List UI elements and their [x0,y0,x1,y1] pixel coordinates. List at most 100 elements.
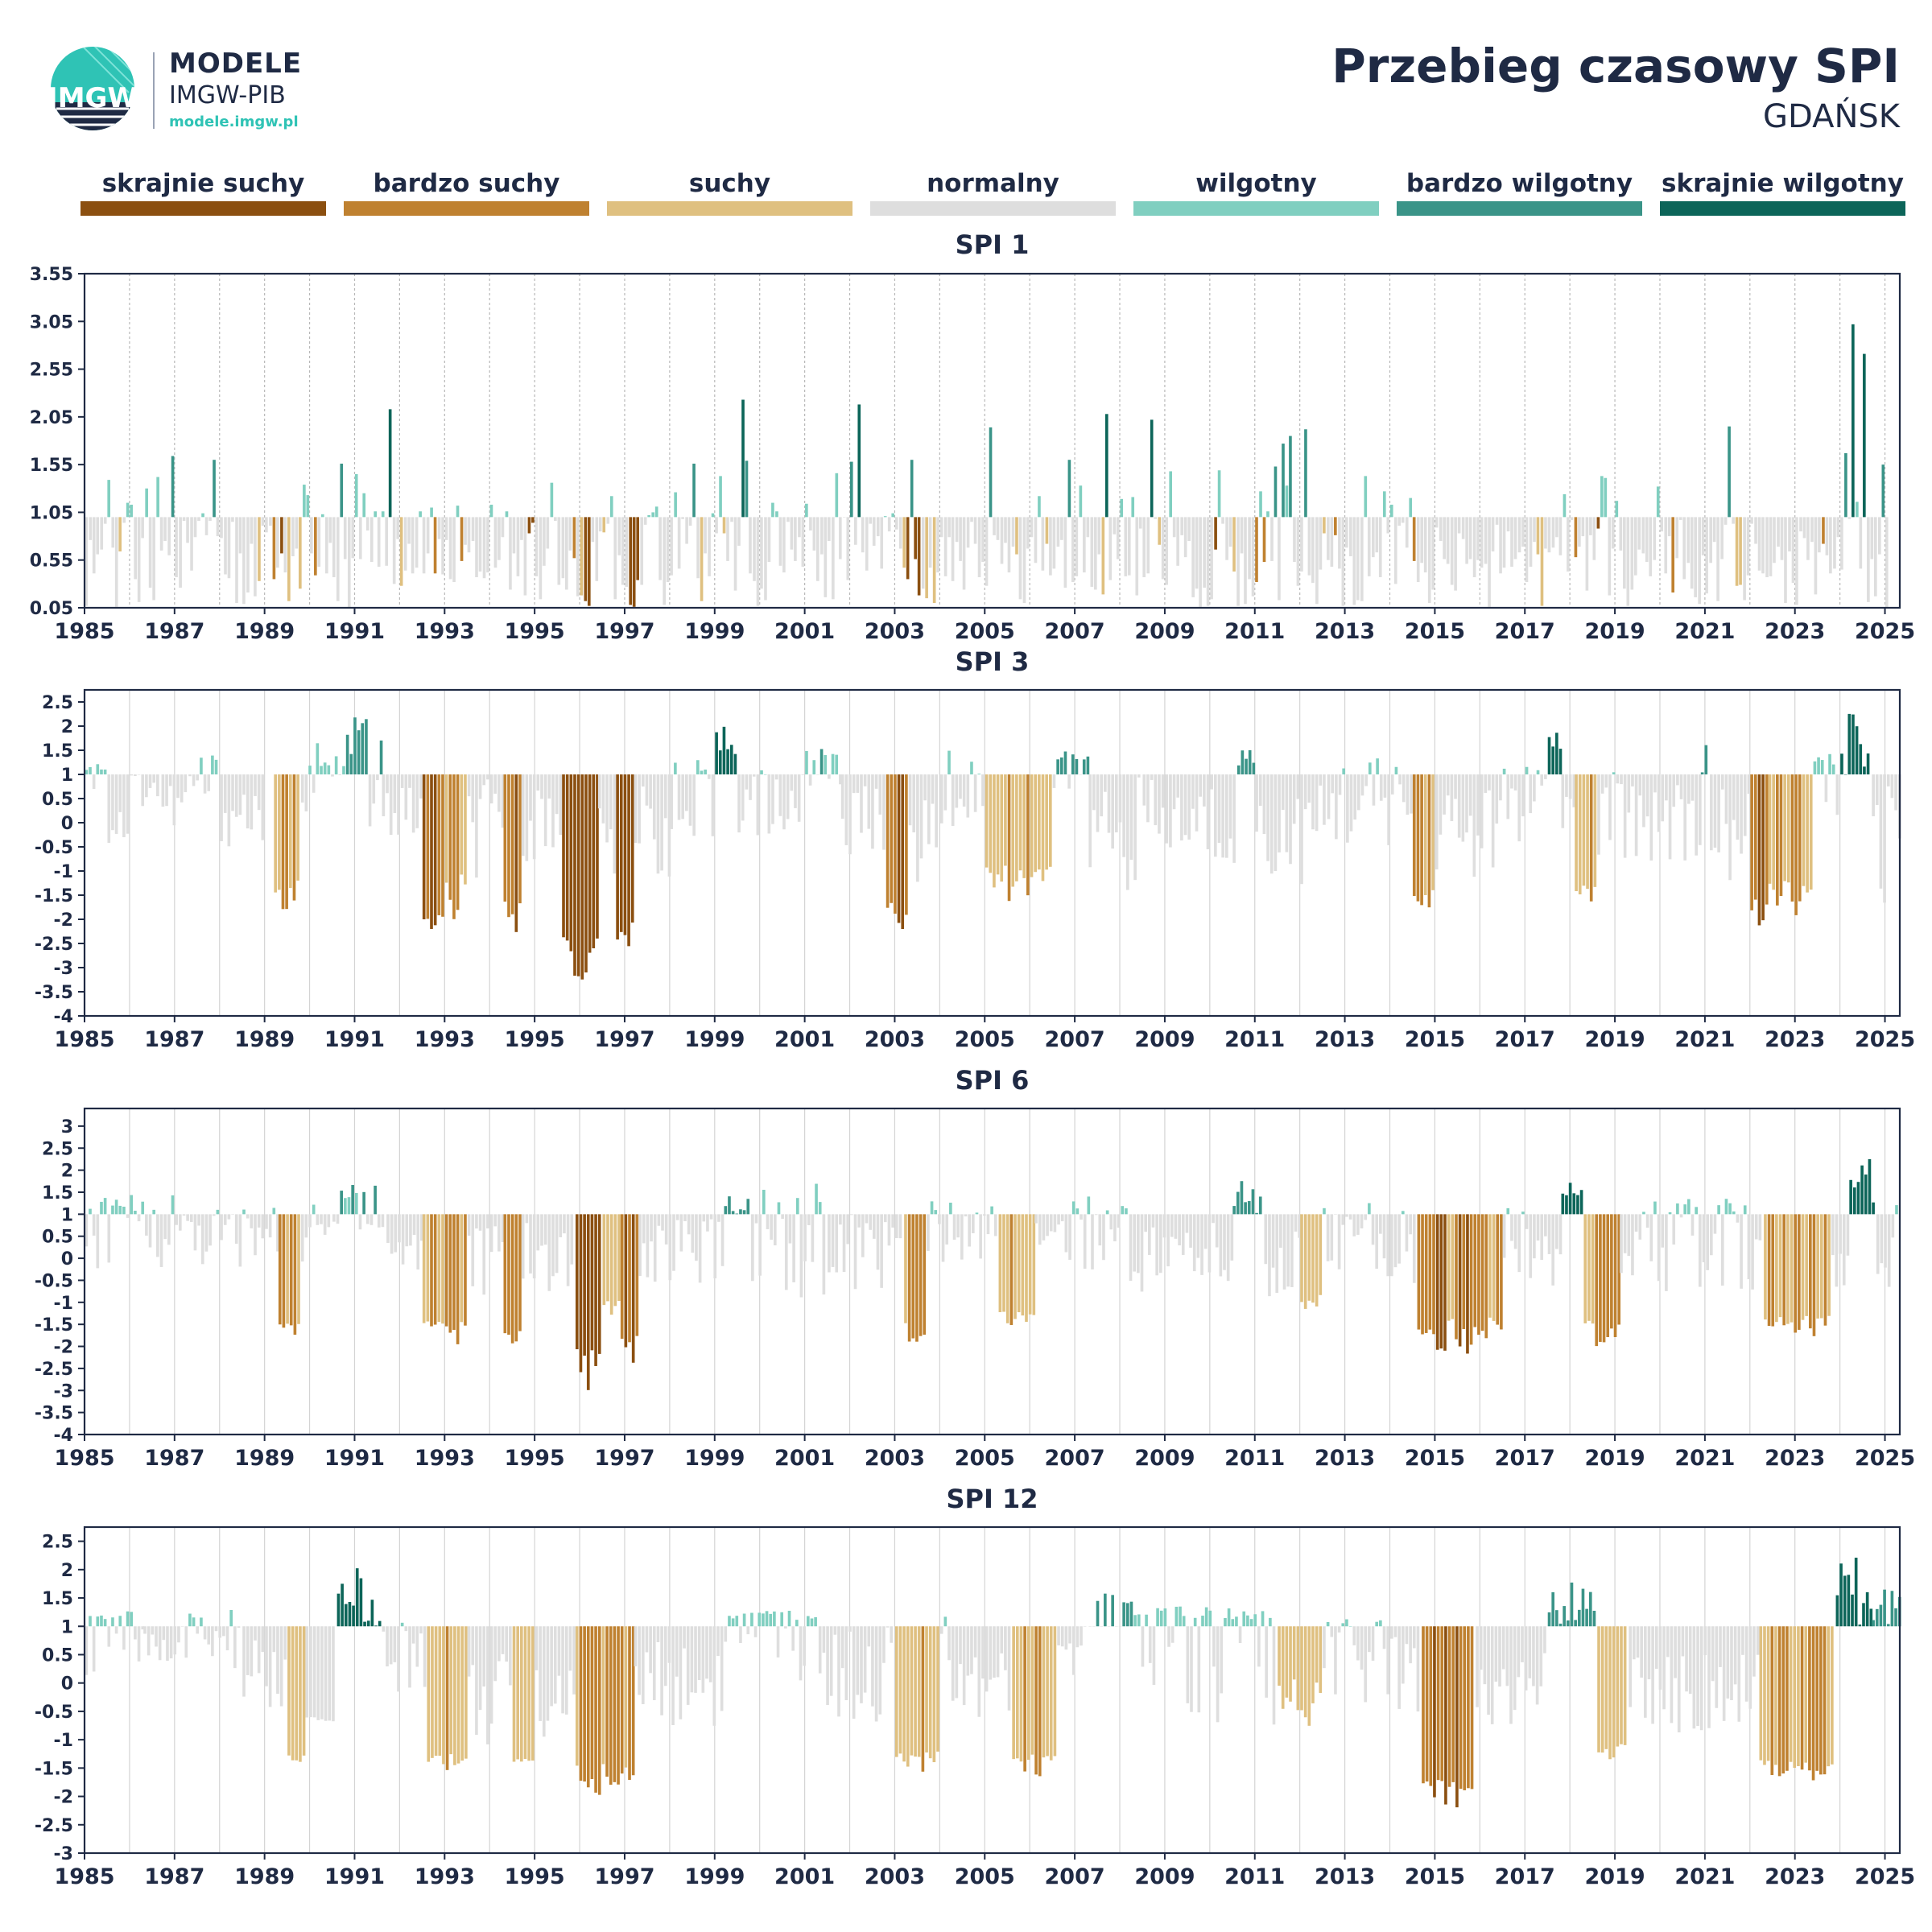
y-tick-label: 1.5 [42,741,73,762]
x-tick-label: 2013 [1315,1027,1375,1052]
bar [1724,774,1728,824]
bar [981,1626,985,1679]
bar [1248,517,1251,580]
bar [709,1214,713,1220]
bar [1201,1616,1204,1627]
bar [831,753,835,774]
x-tick-label: 2003 [865,619,925,644]
bar [1661,774,1665,822]
bar [832,517,835,600]
bar [1743,774,1747,836]
bar [467,1626,471,1677]
bar [1129,774,1133,861]
bar [1433,1626,1436,1798]
legend: skrajnie suchy bardzo suchy suchy normalny w… [80,169,1908,217]
bar [1104,774,1107,792]
bar [415,517,419,568]
bar [679,1626,683,1719]
bar [1439,1214,1443,1349]
bar [1847,517,1852,519]
x-tick-label: 2001 [774,619,835,644]
bar [1728,1203,1732,1215]
bar [943,1616,947,1627]
bar [775,511,778,518]
legend-label: bardzo wilgotny [1406,169,1633,198]
bar [92,1626,96,1672]
bar [565,517,568,590]
bar [867,774,871,829]
bar [786,517,790,522]
bar [460,1214,464,1323]
x-tick-label: 1989 [234,1864,295,1889]
bar [1587,1214,1591,1321]
bar [152,1209,156,1215]
bar [878,774,882,815]
bar [1720,774,1724,790]
bar [1597,1626,1600,1752]
bar [882,1626,886,1663]
bar [663,1626,667,1686]
bar [871,774,874,849]
bar [932,517,936,604]
bar [1141,1626,1145,1667]
bar [628,1626,631,1781]
bar [1021,1214,1025,1316]
bar [1346,774,1349,843]
bar [708,1626,712,1682]
bar [1304,429,1307,518]
bar [486,774,489,780]
bar [690,1626,694,1693]
bar [708,517,711,576]
bar [1246,1615,1249,1627]
brand-url[interactable]: modele.imgw.pl [169,114,299,130]
bar [543,517,546,566]
bar [1096,1600,1100,1627]
bar [464,774,467,885]
bar [1818,517,1821,553]
bar [1161,774,1165,808]
bar [925,517,928,599]
logo[interactable]: IMGW MODELE IMGW-PIB modele.imgw.pl [48,44,314,141]
bar [1513,774,1517,791]
bar [103,1619,107,1627]
bar [1510,1214,1513,1241]
bar [1558,749,1563,774]
bar [1154,774,1158,826]
bar [1835,1595,1839,1627]
bar [1102,1214,1105,1261]
bar [1472,517,1476,578]
x-tick-label: 1987 [144,1027,204,1052]
x-tick-label: 2013 [1315,619,1375,644]
bar [1828,753,1831,774]
bar [1653,1201,1657,1215]
bar [1159,1610,1163,1627]
bar [1468,517,1472,559]
bar [917,1626,921,1757]
bar [510,1214,514,1344]
bar [1179,1606,1182,1627]
bar [1831,1214,1835,1256]
bar [563,1214,566,1234]
bar [1345,1619,1348,1627]
bar [389,774,393,836]
bar [561,517,565,579]
bar [1894,774,1897,811]
x-tick-label: 2007 [1045,1027,1105,1052]
bar [842,1214,846,1273]
bar [1187,774,1191,840]
bar [1735,517,1739,586]
bar [1148,1214,1151,1255]
bar [1247,1201,1251,1215]
bar [970,517,973,522]
bar [444,1214,448,1327]
x-tick-label: 2023 [1765,1864,1825,1889]
bar [408,1626,411,1688]
x-tick-label: 2005 [955,1027,1015,1052]
bar [1298,1214,1302,1238]
bar [959,517,962,561]
bar [1472,774,1476,877]
bar [945,1214,949,1245]
bar [559,1214,563,1238]
bar [163,517,167,541]
bar [1379,1620,1382,1627]
